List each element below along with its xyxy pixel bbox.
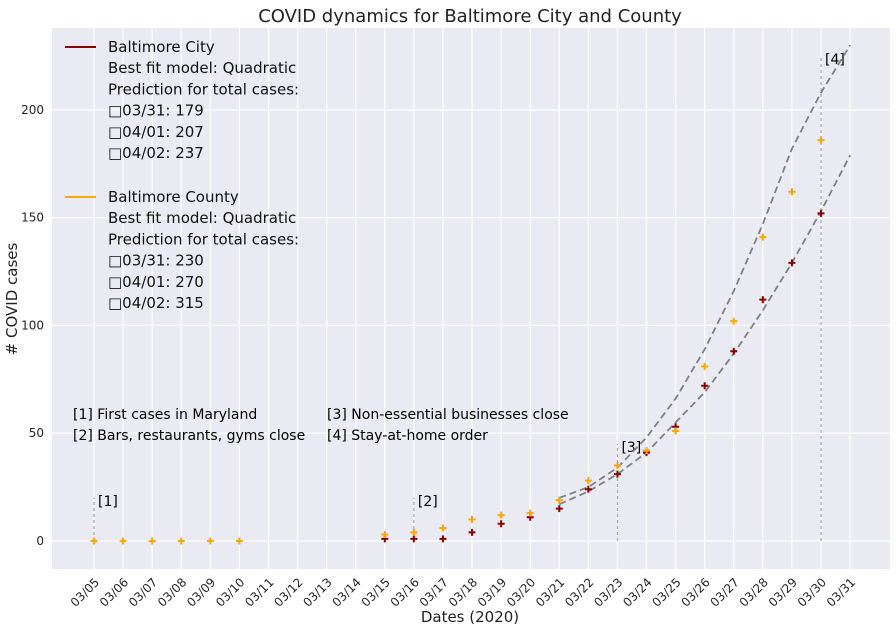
data-point (788, 259, 796, 267)
legend-detail: □04/02: 315 (108, 294, 204, 312)
data-point (613, 470, 621, 478)
data-point (497, 511, 505, 519)
data-point (468, 515, 476, 523)
data-points (90, 136, 825, 545)
legend-detail: Prediction for total cases: (108, 80, 299, 98)
data-point (410, 528, 418, 536)
legend-entry: Baltimore City (108, 38, 215, 56)
data-point (381, 531, 389, 539)
y-tick-label: 100 (21, 318, 44, 332)
plot-area (52, 28, 890, 569)
event-label: [1] (98, 494, 118, 510)
legend-detail: □03/31: 179 (108, 102, 204, 120)
legend-detail: □04/02: 237 (108, 144, 204, 162)
legend-detail: Best fit model: Quadratic (108, 59, 296, 77)
data-point (730, 347, 738, 355)
fit-curve (558, 44, 851, 499)
data-point (584, 485, 592, 493)
event-note: [1] First cases in Maryland (73, 407, 257, 423)
y-tick-label: 150 (21, 211, 44, 225)
event-label: [3] (621, 440, 641, 456)
data-point (526, 509, 534, 517)
event-note: [4] Stay-at-home order (327, 428, 488, 444)
data-point (788, 188, 796, 196)
data-point (439, 535, 447, 543)
data-point (701, 362, 709, 370)
data-point (410, 535, 418, 543)
data-point (701, 382, 709, 390)
event-label: [4] (825, 52, 845, 68)
event-note: [3] Non-essential businesses close (327, 407, 569, 423)
data-point (555, 496, 563, 504)
data-point (439, 524, 447, 532)
data-point (759, 233, 767, 241)
data-point (497, 520, 505, 528)
data-point (730, 317, 738, 325)
fit-curves (558, 44, 851, 506)
legend-detail: Prediction for total cases: (108, 230, 299, 248)
data-point (817, 209, 825, 217)
data-point (148, 537, 156, 545)
y-tick-labels: 0 50 100 150 200 (21, 103, 44, 548)
y-grid (52, 109, 890, 542)
legend-detail: Best fit model: Quadratic (108, 209, 296, 227)
data-point (206, 537, 214, 545)
data-point (555, 505, 563, 513)
y-axis-label: # COVID cases (3, 242, 21, 355)
y-tick-label: 0 (36, 534, 44, 548)
data-point (119, 537, 127, 545)
data-point (643, 446, 651, 454)
data-point (235, 537, 243, 545)
data-point (584, 477, 592, 485)
y-tick-label: 200 (21, 103, 44, 117)
y-tick-label: 50 (29, 426, 44, 440)
data-point (468, 528, 476, 536)
legend-detail: □04/01: 270 (108, 273, 204, 291)
event-label: [2] (418, 494, 438, 510)
data-point (817, 136, 825, 144)
legend: Baltimore City Best fit model: Quadratic P… (65, 38, 299, 312)
data-point (177, 537, 185, 545)
x-axis-label: Dates (2020) (421, 608, 519, 626)
legend-detail: □03/31: 230 (108, 252, 204, 270)
event-notes: [1] First cases in Maryland [2] Bars, res… (73, 407, 569, 444)
event-note: [2] Bars, restaurants, gyms close (73, 428, 305, 444)
chart-title: COVID dynamics for Baltimore City and Co… (258, 6, 682, 27)
legend-detail: □04/01: 207 (108, 123, 204, 141)
data-point (759, 296, 767, 304)
data-point (672, 427, 680, 435)
data-point (613, 462, 621, 470)
legend-entry: Baltimore County (108, 188, 239, 206)
data-point (90, 537, 98, 545)
